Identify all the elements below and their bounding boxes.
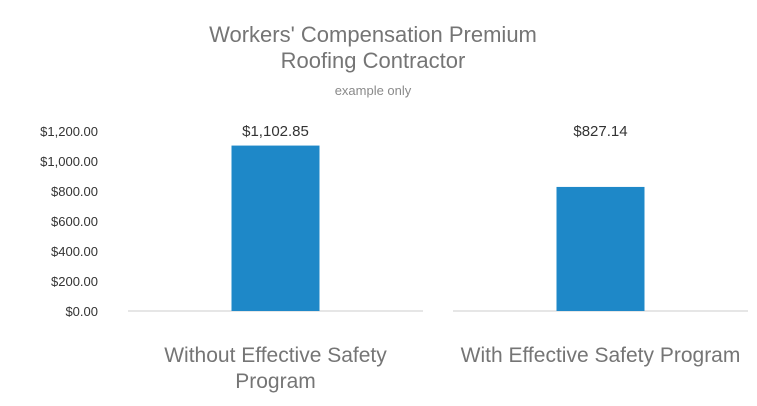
- y-tick-label: $400.00: [51, 244, 98, 259]
- chart-title-line-1: Workers' Compensation Premium: [209, 22, 537, 47]
- data-label: $1,102.85: [242, 123, 309, 140]
- bar: [231, 145, 320, 311]
- y-tick-label: $600.00: [51, 214, 98, 229]
- y-tick-label: $800.00: [51, 184, 98, 199]
- plot-area: $1,102.85 Without Effective Safety Program…: [128, 123, 748, 393]
- y-tick-label: $1,000.00: [40, 154, 98, 169]
- y-tick-label: $1,200.00: [40, 124, 98, 139]
- x-category-label: Program: [235, 370, 316, 393]
- y-tick-label: $200.00: [51, 274, 98, 289]
- data-label: $827.14: [573, 123, 627, 140]
- y-tick-label: $0.00: [65, 304, 98, 319]
- chart-subtitle: example only: [335, 83, 412, 98]
- y-axis: $0.00 $200.00 $400.00 $600.00 $800.00 $1,000.…: [40, 124, 98, 319]
- x-category-label: Without Effective Safety: [164, 344, 387, 367]
- x-category-label: With Effective Safety Program: [461, 344, 741, 367]
- chart-title-line-2: Roofing Contractor: [281, 48, 466, 73]
- bar: [556, 186, 645, 311]
